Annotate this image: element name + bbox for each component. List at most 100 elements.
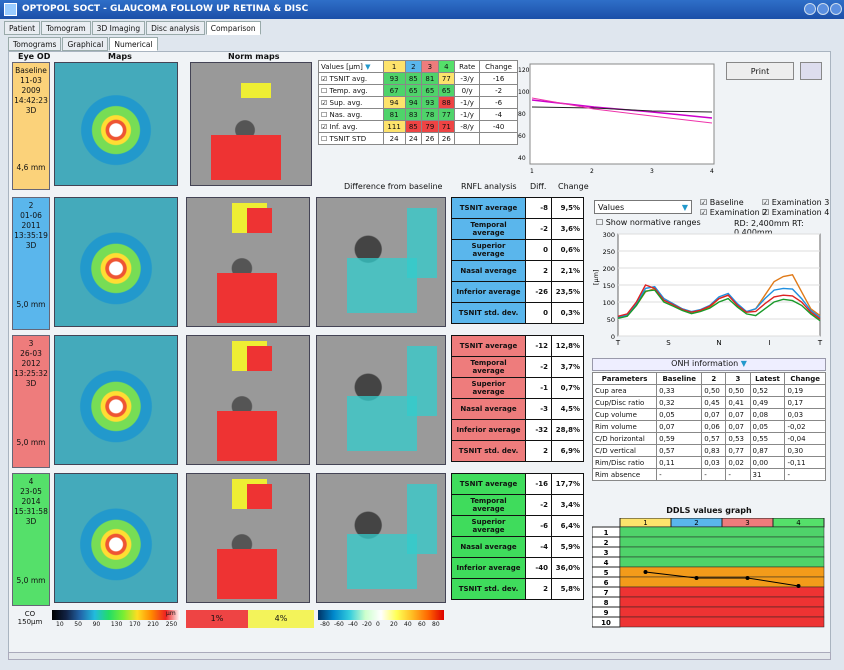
onh-cell: 0,00 bbox=[749, 456, 786, 469]
ddls-row-label: 9 bbox=[604, 609, 609, 617]
exam-difference-map bbox=[316, 197, 446, 327]
onh-cell: -0,02 bbox=[784, 420, 826, 433]
values-row-label[interactable]: ☑ TSNIT avg. bbox=[318, 72, 384, 85]
onh-row: C/D horizontal 0,59 0,57 0,53 0,55 -0,04 bbox=[591, 432, 826, 445]
onh-cell: 0,32 bbox=[656, 396, 703, 409]
rnfl-label: Nasal average bbox=[451, 536, 526, 558]
tab-graphical[interactable]: Graphical bbox=[62, 37, 109, 51]
tab-tomograms[interactable]: Tomograms bbox=[8, 37, 62, 51]
legend-baseline[interactable]: ☑ Baseline bbox=[700, 198, 744, 207]
rate-cell: -8/y bbox=[454, 120, 481, 133]
rnfl-row: Superior average -1 0,7% bbox=[451, 377, 584, 399]
legend-exam2[interactable]: ☑ Examination 2 bbox=[700, 208, 768, 217]
exam-day: 23-05 bbox=[20, 487, 42, 496]
legend-exam3[interactable]: ☑ Examination 3 bbox=[762, 198, 830, 207]
rnfl-change: 4,5% bbox=[551, 398, 584, 420]
horizontal-scrollbar[interactable] bbox=[8, 652, 831, 660]
trend-line-tsnit bbox=[531, 106, 713, 113]
exam-mode: 3D bbox=[25, 379, 37, 388]
diff-scale-label: 0 bbox=[376, 621, 380, 628]
values-cell: 65 bbox=[437, 84, 456, 97]
change-cell: -2 bbox=[479, 84, 518, 97]
baseline-exam-card[interactable]: Baseline 11-03 2009 14:42:23 3D 4,6 mm bbox=[12, 62, 50, 190]
values-cell: 77 bbox=[437, 108, 456, 121]
chevron-down-icon[interactable]: ▼ bbox=[740, 359, 747, 368]
values-col-header: 1 bbox=[382, 60, 406, 73]
rnfl-label: Temporal average bbox=[451, 494, 526, 516]
onh-cell: Rim/Disc ratio bbox=[591, 456, 658, 469]
ddls-col-header: 1 bbox=[643, 519, 647, 527]
ddls-title: DDLS values graph bbox=[666, 506, 752, 515]
rate-cell: -3/y bbox=[454, 72, 481, 85]
values-row-label[interactable]: ☑ Inf. avg. bbox=[318, 120, 384, 133]
exam-size: 5,0 mm bbox=[16, 576, 46, 585]
exam-difference-map bbox=[316, 473, 446, 603]
tab-comparison[interactable]: Comparison bbox=[205, 21, 261, 35]
exam-norm-map bbox=[186, 473, 310, 603]
trend-ytick: 60 bbox=[518, 133, 526, 140]
values-row-label[interactable]: ☐ Nas. avg. bbox=[318, 108, 384, 121]
rnfl-row: TSNIT std. dev. 2 5,8% bbox=[451, 578, 584, 600]
trend-ytick: 100 bbox=[518, 89, 530, 96]
onh-cell: 0,57 bbox=[701, 432, 727, 445]
tab-patient[interactable]: Patient bbox=[4, 21, 41, 35]
change-footer-label: Change bbox=[558, 182, 589, 191]
rnfl-row: Inferior average -40 36,0% bbox=[451, 557, 584, 579]
diffcol-footer-label: Diff. bbox=[530, 182, 547, 191]
ddls-row-label: 10 bbox=[601, 619, 611, 627]
tab-numerical[interactable]: Numerical bbox=[109, 37, 158, 51]
show-normative-checkbox[interactable]: ☐ Show normative ranges bbox=[596, 218, 701, 227]
values-dropdown[interactable]: Values [µm] ▼ bbox=[318, 60, 384, 73]
values-row-label[interactable]: ☐ Temp. avg. bbox=[318, 84, 384, 97]
rnfl-label: Inferior average bbox=[451, 557, 526, 579]
print-button[interactable]: Print bbox=[726, 62, 794, 80]
tab-disc-analysis[interactable]: Disc analysis bbox=[146, 21, 205, 35]
maximize-icon[interactable] bbox=[817, 3, 829, 15]
onh-cell: 0,19 bbox=[784, 384, 826, 397]
exam-card[interactable]: 2 01-06 2011 13:35:19 3D 5,0 mm bbox=[12, 197, 50, 330]
tab-3d-imaging[interactable]: 3D Imaging bbox=[91, 21, 146, 35]
onh-cell: 0,07 bbox=[725, 420, 751, 433]
exam-card[interactable]: 4 23-05 2014 15:31:58 3D 5,0 mm bbox=[12, 473, 50, 606]
tsnit-ytick: 150 bbox=[603, 282, 615, 290]
rnfl-footer-label: RNFL analysis bbox=[461, 182, 517, 191]
values-cell: 83 bbox=[404, 108, 423, 121]
exam-norm-map bbox=[186, 335, 310, 465]
onh-cell: 0,83 bbox=[701, 444, 727, 457]
ddls-row-label: 7 bbox=[604, 589, 609, 597]
onh-cell: 0,55 bbox=[749, 432, 786, 445]
onh-cell: 0,50 bbox=[701, 384, 727, 397]
values-row-label[interactable]: ☑ Sup. avg. bbox=[318, 96, 384, 109]
rnfl-diff: -2 bbox=[525, 356, 552, 378]
rate-cell bbox=[454, 132, 481, 145]
values-row-label[interactable]: ☐ TSNIT STD bbox=[318, 132, 384, 145]
onh-row: Rim/Disc ratio 0,11 0,03 0,02 0,00 -0,11 bbox=[591, 456, 826, 469]
exam-card[interactable]: 3 26-03 2012 13:25:32 3D 5,0 mm bbox=[12, 335, 50, 468]
rnfl-diff: -2 bbox=[525, 218, 552, 240]
rnfl-diff: 2 bbox=[525, 578, 552, 600]
tab-tomogram[interactable]: Tomogram bbox=[41, 21, 91, 35]
p4-box: 4% bbox=[248, 610, 314, 628]
rnfl-change: 3,6% bbox=[551, 218, 584, 240]
exam-time: 15:31:58 bbox=[14, 507, 48, 516]
baseline-thickness-map bbox=[54, 62, 178, 186]
rate-cell: -1/y bbox=[454, 96, 481, 109]
values-cell: 85 bbox=[404, 72, 423, 85]
minimize-icon[interactable] bbox=[804, 3, 816, 15]
tsnit-xtick: T bbox=[615, 339, 621, 347]
diff-scale-label: -20 bbox=[362, 621, 372, 628]
change-cell: -40 bbox=[479, 120, 518, 133]
printer-icon[interactable] bbox=[800, 62, 822, 80]
diff-scale-label: -60 bbox=[334, 621, 344, 628]
legend-exam4[interactable]: ☑ Examination 4 bbox=[762, 208, 830, 217]
title-bar: OPTOPOL SOCT - GLAUCOMA FOLLOW UP RETINA… bbox=[0, 0, 844, 19]
close-icon[interactable] bbox=[830, 3, 842, 15]
values-dropdown[interactable]: Values ▼ bbox=[594, 200, 692, 214]
exam-size: 5,0 mm bbox=[16, 438, 46, 447]
diff-scale-label: -40 bbox=[348, 621, 358, 628]
onh-cell: - bbox=[725, 468, 751, 481]
rnfl-label: Temporal average bbox=[451, 218, 526, 240]
rnfl-change: 3,4% bbox=[551, 494, 584, 516]
values-col-header: 3 bbox=[421, 60, 439, 73]
onh-cell: 0,05 bbox=[749, 420, 786, 433]
